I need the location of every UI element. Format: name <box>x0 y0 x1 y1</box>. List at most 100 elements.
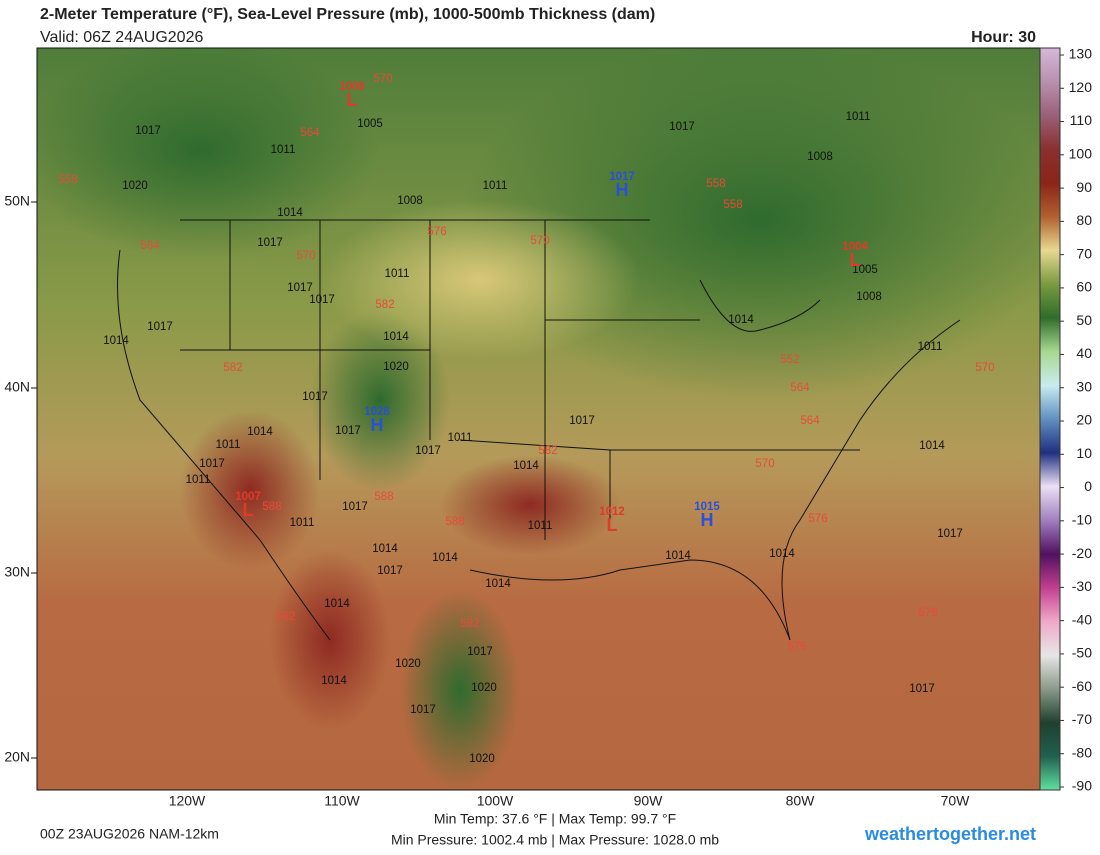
isobar-label: 1014 <box>728 314 754 326</box>
pressure-center-value: 1015 <box>694 501 720 513</box>
isobar-label: 1014 <box>485 578 511 590</box>
isobar-label: 1020 <box>383 361 409 373</box>
lat-label: 50N <box>4 193 30 209</box>
isobar-label: 1020 <box>469 753 495 765</box>
thickness-label: 558 <box>706 178 725 190</box>
isobar-label: 1011 <box>186 474 211 486</box>
valid-time: Valid: 06Z 24AUG2026 <box>40 29 203 46</box>
lon-label: 70W <box>941 793 971 809</box>
isobar-label: 1014 <box>665 550 691 562</box>
isobar-label: 1005 <box>852 264 878 276</box>
colorbar <box>1039 47 1061 791</box>
isobar-label: 1014 <box>513 460 539 472</box>
isobar-label: 1014 <box>321 675 347 687</box>
pressure-center-letter: L <box>850 250 861 270</box>
isobar-label: 1011 <box>846 111 871 123</box>
thickness-label: 576 <box>808 513 827 525</box>
colorbar-label: -10 <box>1072 512 1092 528</box>
colorbar-label: 120 <box>1069 79 1093 95</box>
site-link[interactable]: weathertogether.net <box>864 824 1036 844</box>
isobar-label: 1017 <box>309 294 335 306</box>
isobar-label: 1017 <box>377 565 403 577</box>
thickness-label: 582 <box>538 445 557 457</box>
thickness-label: 558 <box>723 199 742 211</box>
isobar-label: 1014 <box>919 440 945 452</box>
thickness-label: 564 <box>300 127 320 139</box>
isobar-label: 1014 <box>432 552 458 564</box>
isobar-label: 1011 <box>483 180 508 192</box>
isobar-label: 1017 <box>669 121 695 133</box>
thickness-label: 576 <box>787 641 806 653</box>
thickness-label: 582 <box>223 362 242 374</box>
isobar-label: 1014 <box>383 331 409 343</box>
pressure-center-letter: L <box>607 515 618 535</box>
lon-label: 110W <box>324 793 360 809</box>
isobar-label: 1014 <box>277 207 303 219</box>
colorbar-label: 20 <box>1076 412 1092 428</box>
thickness-label: 570 <box>755 458 774 470</box>
isobar-label: 1017 <box>302 391 328 403</box>
isobar-label: 1014 <box>769 548 795 560</box>
isobar-label: 1008 <box>397 195 423 207</box>
thickness-label: 576 <box>918 607 937 619</box>
colorbar-label: 80 <box>1076 212 1092 228</box>
pressure-center-value: 1008 <box>339 81 365 93</box>
isobar-label: 1014 <box>372 543 398 555</box>
isobar-label: 1011 <box>271 144 296 156</box>
colorbar-label: 70 <box>1076 245 1092 261</box>
thickness-label: 570 <box>975 362 994 374</box>
colorbar-label: 100 <box>1069 146 1093 162</box>
colorbar-label: -90 <box>1072 778 1092 794</box>
isobar-label: 1014 <box>247 426 273 438</box>
pressure-center-letter: L <box>243 500 254 520</box>
model-run: 00Z 23AUG2026 NAM-12km <box>40 826 219 842</box>
colorbar-label: 60 <box>1076 279 1092 295</box>
colorbar-label: 30 <box>1076 378 1092 394</box>
map <box>37 48 1040 790</box>
colorbar-label: 130 <box>1069 46 1093 62</box>
isobar-label: 1011 <box>216 439 241 451</box>
pressure-center-value: 1017 <box>609 171 635 183</box>
isobar-label: 1017 <box>342 501 368 513</box>
colorbar-label: -30 <box>1072 578 1092 594</box>
pressure-center-letter: H <box>616 180 629 200</box>
colorbar-label: 40 <box>1076 345 1092 361</box>
colorbar-label: -80 <box>1072 744 1092 760</box>
isobar-label: 1017 <box>199 458 225 470</box>
isobar-label: 1017 <box>467 646 493 658</box>
isobar-label: 1017 <box>937 528 963 540</box>
thickness-label: 582 <box>375 299 394 311</box>
thickness-label: 576 <box>427 226 446 238</box>
colorbar-label: -50 <box>1072 645 1092 661</box>
isobar-label: 1020 <box>471 682 497 694</box>
isobar-label: 1017 <box>135 125 161 137</box>
colorbar-label: 110 <box>1070 112 1093 128</box>
thickness-label: 552 <box>780 354 799 366</box>
isobar-label: 1011 <box>385 268 410 280</box>
thickness-label: 570 <box>530 235 549 247</box>
isobar-label: 1014 <box>103 335 129 347</box>
colorbar-label: -40 <box>1072 611 1092 627</box>
thickness-label: 564 <box>800 415 820 427</box>
thickness-label: 564 <box>140 240 160 252</box>
thickness-label: 588 <box>374 491 393 503</box>
colorbar-label: -70 <box>1072 711 1092 727</box>
isobar-label: 1011 <box>528 520 553 532</box>
isobar-label: 1017 <box>287 282 313 294</box>
lon-label: 120W <box>169 793 206 809</box>
thickness-label: 588 <box>445 516 464 528</box>
colorbar-label: 90 <box>1076 179 1092 195</box>
isobar-label: 1008 <box>856 291 882 303</box>
isobar-label: 1011 <box>448 432 473 444</box>
thickness-label: 564 <box>790 382 810 394</box>
forecast-hour: Hour: 30 <box>971 29 1036 46</box>
colorbar-label: 10 <box>1076 445 1092 461</box>
title: 2-Meter Temperature (°F), Sea-Level Pres… <box>40 6 655 23</box>
isobar-label: 1017 <box>257 237 283 249</box>
isobar-label: 1020 <box>122 180 148 192</box>
thickness-label: 582 <box>276 611 295 623</box>
lat-label: 30N <box>4 564 30 580</box>
isobar-label: 1008 <box>807 151 833 163</box>
isobar-label: 1020 <box>395 658 421 670</box>
